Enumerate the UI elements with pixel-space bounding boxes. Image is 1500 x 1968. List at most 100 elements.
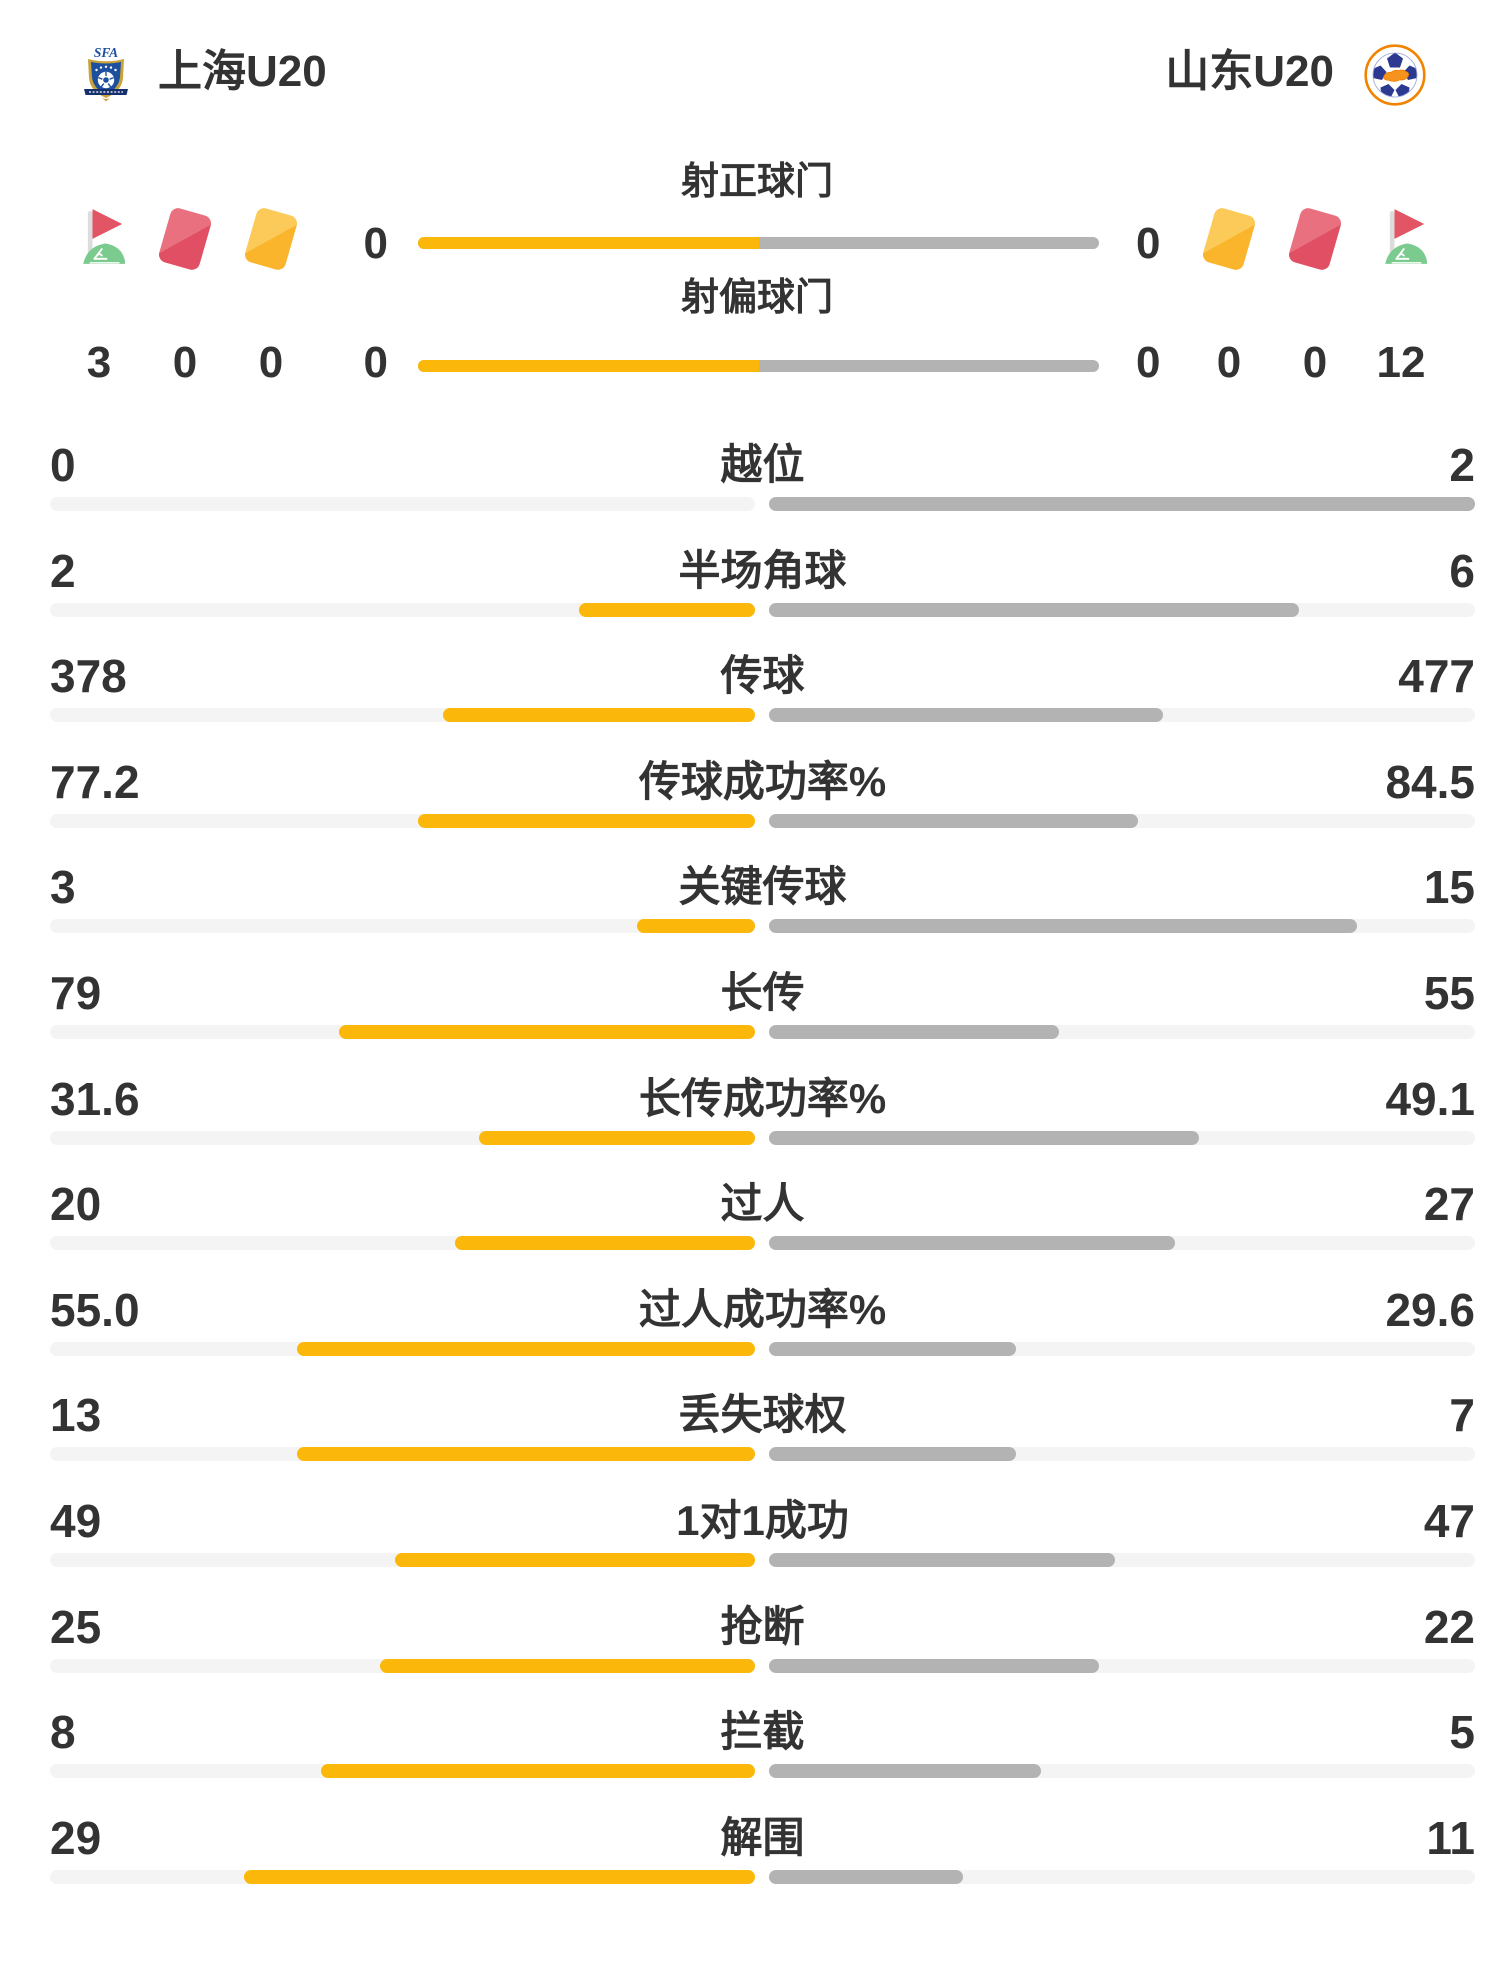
stat-bar [50, 1131, 1475, 1145]
home-team-name: 上海U20 [158, 47, 327, 96]
stat-value-away: 5 [1449, 1706, 1475, 1758]
shots-on-target-home-value: 0 [363, 219, 388, 268]
stat-value-home: 77.2 [50, 756, 140, 808]
stat-bar-home-fill [479, 1131, 755, 1145]
stat-value-home: 0 [50, 439, 76, 491]
stat-label: 半场角球 [678, 547, 847, 594]
stat-bar-home-track [50, 603, 755, 617]
stat-value-home: 55.0 [50, 1284, 140, 1336]
stat-bar-home-fill [455, 1236, 755, 1250]
discipline-count: 0 [1216, 338, 1242, 387]
stat-value-away: 6 [1449, 545, 1475, 597]
stat-bar-away-fill [769, 708, 1163, 722]
shots-on-target-label: 射正球门 [680, 161, 833, 203]
stat-bar [50, 1342, 1475, 1356]
stat-bar-away-track [769, 1025, 1475, 1039]
stat-bar-away-fill [769, 1447, 1016, 1461]
stat-row: 31.6 长传成功率% 49.1 [50, 1073, 1475, 1182]
stat-bar-home-track [50, 1870, 755, 1884]
stat-bar-away-fill [769, 1553, 1115, 1567]
stat-bar-home-track [50, 1764, 755, 1778]
stat-value-away: 15 [1423, 861, 1475, 913]
stat-row: 3 关键传球 15 [50, 861, 1475, 970]
shandong-fa-badge-icon [1364, 44, 1426, 106]
home-team-logo: SFA [82, 45, 130, 108]
stat-row: 2 半场角球 6 [50, 545, 1475, 654]
stat-bar-away-track [769, 1131, 1475, 1145]
away-team-logo [1364, 44, 1426, 111]
stat-row: 20 过人 27 [50, 1178, 1475, 1287]
stat-row: 8 拦截 5 [50, 1706, 1475, 1815]
stat-bar-home-track [50, 1342, 755, 1356]
corner-flag-icon [1375, 205, 1427, 274]
stat-row: 55.0 过人成功率% 29.6 [50, 1284, 1475, 1393]
stat-value-away: 55 [1423, 967, 1475, 1019]
stat-bar-home-fill [637, 919, 755, 933]
discipline-count: 0 [172, 338, 198, 387]
stat-bar-away-track [769, 497, 1475, 511]
stat-bar-home-fill [297, 1447, 755, 1461]
stat-bar-away-fill [769, 1659, 1099, 1673]
stat-bar-home-fill [339, 1025, 755, 1039]
stat-bar [50, 1447, 1475, 1461]
stat-bar-away-fill [769, 497, 1475, 511]
stat-label: 过人 [720, 1180, 805, 1227]
icon-slot [156, 205, 214, 273]
stat-label: 1对1成功 [676, 1497, 849, 1544]
discipline-counts-home: 3 0 0 [70, 341, 300, 385]
stat-bar-home-track [50, 1447, 755, 1461]
stat-value-away: 11 [1426, 1812, 1475, 1864]
stat-bar-home-track [50, 1659, 755, 1673]
stat-row: 79 长传 55 [50, 967, 1475, 1076]
stat-bar-home-fill [297, 1342, 755, 1356]
svg-text:SFA: SFA [94, 45, 118, 60]
stat-bar-away-fill [769, 1342, 1016, 1356]
stat-bar-home-track [50, 1025, 755, 1039]
stat-bar-home-track [50, 1131, 755, 1145]
stat-bar-home-track [50, 814, 755, 828]
stat-bar-home-fill [321, 1764, 755, 1778]
icon-slot [1372, 205, 1430, 273]
stat-value-home: 13 [50, 1389, 102, 1441]
stat-value-home: 25 [50, 1601, 102, 1653]
stat-label: 解围 [720, 1814, 805, 1861]
away-team-name: 山东U20 [1165, 47, 1334, 96]
stat-bar-away-track [769, 603, 1475, 617]
icon-slot [70, 205, 128, 273]
stat-bar [50, 1236, 1475, 1250]
stat-label: 传球 [720, 652, 805, 699]
stat-bar [50, 708, 1475, 722]
stat-row: 49 1对1成功 47 [50, 1497, 1475, 1604]
stat-bar-home-track [50, 919, 755, 933]
stat-row: 0 越位 2 [50, 439, 1475, 548]
shots-on-target-away-value: 0 [1136, 219, 1161, 268]
stat-bar-away-fill [769, 1131, 1199, 1145]
discipline-icons-away [1200, 205, 1430, 273]
discipline-count: 0 [1302, 338, 1328, 387]
stat-bar-away-track [769, 1447, 1475, 1461]
stat-label: 过人成功率% [638, 1286, 887, 1333]
shots-off-target-label: 射偏球门 [680, 277, 833, 319]
stat-value-away: 84.5 [1385, 756, 1475, 808]
stat-bar-home-track [50, 708, 755, 722]
stat-bar-home-fill [244, 1870, 755, 1884]
stat-bar [50, 603, 1475, 617]
stat-bar [50, 1764, 1475, 1778]
stat-value-home: 31.6 [50, 1073, 140, 1125]
stat-bar-away-track [769, 1870, 1475, 1884]
discipline-counts-away: 0 0 12 [1200, 341, 1430, 385]
stat-bar-away-fill [769, 814, 1138, 828]
stat-label: 长传成功率% [638, 1075, 887, 1122]
stat-value-away: 7 [1449, 1389, 1475, 1441]
stat-label: 传球成功率% [638, 758, 887, 805]
stat-label: 长传 [720, 969, 805, 1016]
discipline-icons-home [70, 205, 300, 273]
discipline-count: 3 [86, 338, 112, 387]
stat-value-home: 20 [50, 1178, 102, 1230]
stat-bar-away-fill [769, 1025, 1059, 1039]
stat-bar-away-track [769, 1553, 1475, 1567]
stat-bar-away-track [769, 814, 1475, 828]
stat-bar-away-track [769, 1659, 1475, 1673]
stat-row: 25 抢断 22 [50, 1601, 1475, 1710]
